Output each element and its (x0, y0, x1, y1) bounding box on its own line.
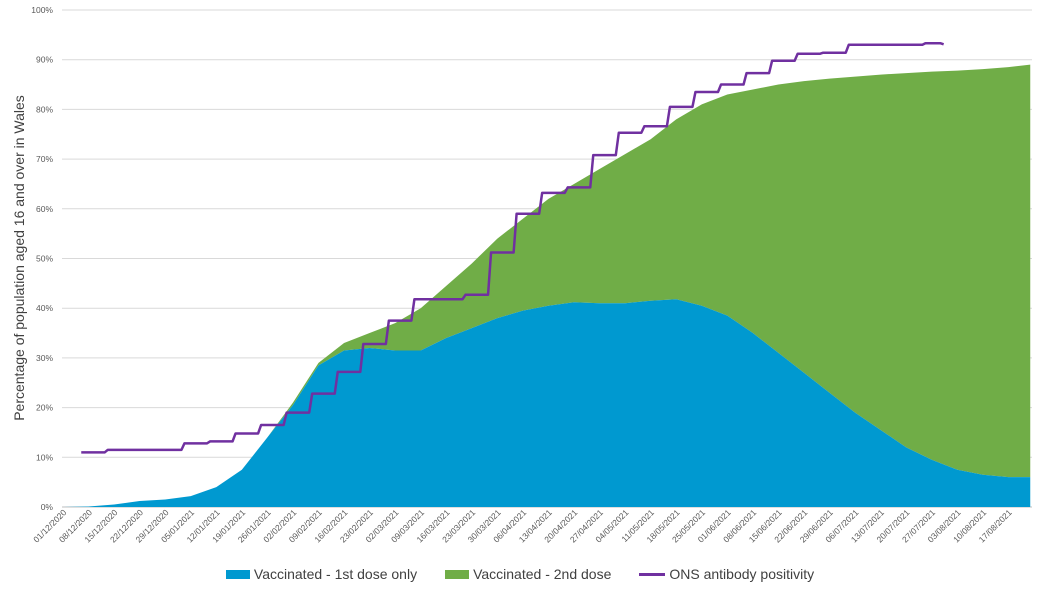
y-tick-label: 0% (41, 502, 54, 512)
y-tick-label: 10% (36, 452, 53, 462)
legend-item-ons: ONS antibody positivity (639, 566, 814, 582)
x-axis-ticks: 01/12/202008/12/202015/12/202022/12/2020… (31, 507, 1014, 544)
legend-label: Vaccinated - 2nd dose (473, 566, 612, 582)
y-tick-label: 60% (36, 204, 53, 214)
legend-label: ONS antibody positivity (669, 566, 815, 582)
y-tick-label: 80% (36, 104, 53, 114)
y-tick-label: 40% (36, 303, 53, 313)
y-tick-label: 70% (36, 154, 53, 164)
area-first-dose (63, 299, 1031, 507)
chart: 0% 10% 20% 30% 40% 50% 60% 70% 80% 90% 100% 01/12/… (11, 5, 1032, 544)
legend-swatch-ons (639, 572, 666, 576)
y-tick-label: 30% (36, 353, 53, 363)
legend-item-first-dose: Vaccinated - 1st dose only (225, 566, 418, 582)
y-tick-label: 90% (36, 55, 53, 65)
legend-item-second-dose: Vaccinated - 2nd dose (445, 566, 611, 582)
legend-swatch-first-dose (225, 569, 250, 579)
y-tick-label: 50% (36, 254, 53, 264)
area-series (63, 64, 1031, 508)
legend-swatch-second-dose (445, 569, 470, 579)
legend-label: Vaccinated - 1st dose only (253, 566, 418, 582)
line-ons-antibody (81, 42, 945, 454)
y-tick-label: 20% (36, 403, 53, 413)
area-second-dose (63, 64, 1031, 508)
legend: Vaccinated - 1st dose only Vaccinated - … (0, 566, 1040, 582)
line-series (81, 42, 945, 454)
y-axis-label: Percentage of population aged 16 and ove… (11, 95, 27, 421)
y-axis-ticks: 0% 10% 20% 30% 40% 50% 60% 70% 80% 90% 100% (31, 5, 53, 512)
y-tick-label: 100% (31, 5, 53, 15)
